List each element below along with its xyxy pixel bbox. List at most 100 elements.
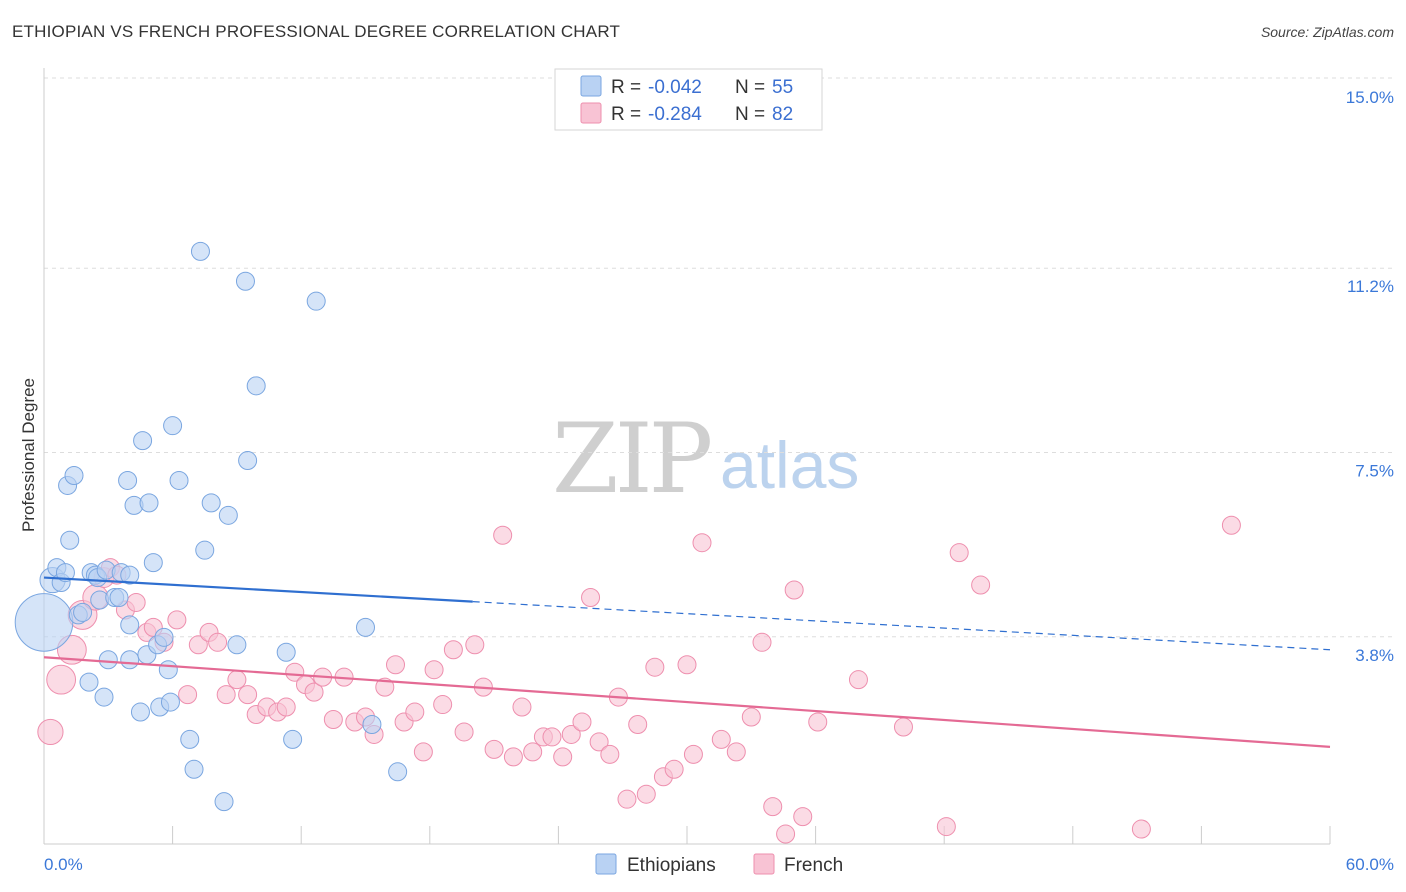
- ethiopians-point[interactable]: [109, 587, 129, 607]
- ethiopians-point[interactable]: [356, 617, 375, 637]
- ethiopians-point[interactable]: [283, 729, 303, 749]
- ethiopians-point[interactable]: [227, 635, 247, 655]
- french-point[interactable]: [323, 710, 343, 729]
- ethiopians-point[interactable]: [158, 660, 178, 680]
- french-point[interactable]: [683, 744, 703, 764]
- ethiopians-point[interactable]: [306, 291, 326, 311]
- bottom-legend-swatch-french[interactable]: [753, 853, 775, 875]
- ethiopians-point[interactable]: [120, 650, 140, 670]
- french-point[interactable]: [763, 797, 783, 817]
- french-point[interactable]: [553, 747, 573, 767]
- french-point[interactable]: [46, 664, 77, 695]
- ethiopians-point[interactable]: [195, 540, 215, 560]
- french-point[interactable]: [600, 744, 620, 764]
- french-point[interactable]: [238, 685, 258, 705]
- french-point[interactable]: [227, 670, 247, 690]
- ethiopians-point[interactable]: [276, 642, 296, 662]
- ethiopians-point[interactable]: [79, 672, 99, 692]
- french-point[interactable]: [893, 717, 913, 737]
- french-point[interactable]: [561, 724, 581, 744]
- bottom-legend-label-french[interactable]: French: [784, 855, 843, 876]
- ethiopians-point[interactable]: [143, 553, 163, 573]
- ethiopians-point[interactable]: [160, 692, 180, 712]
- french-point[interactable]: [413, 742, 433, 762]
- french-point[interactable]: [216, 685, 236, 705]
- french-point[interactable]: [572, 712, 592, 732]
- french-point[interactable]: [776, 824, 796, 844]
- french-point[interactable]: [304, 682, 324, 702]
- french-point[interactable]: [711, 729, 731, 749]
- french-point[interactable]: [581, 587, 601, 607]
- ethiopians-point[interactable]: [218, 505, 238, 525]
- french-point[interactable]: [454, 722, 474, 742]
- ethiopians-point[interactable]: [190, 241, 210, 261]
- ethiopians-point[interactable]: [201, 493, 221, 513]
- ethiopians-point[interactable]: [130, 702, 150, 722]
- bottom-legend-swatch-ethiopians[interactable]: [595, 853, 617, 875]
- french-point[interactable]: [664, 759, 684, 779]
- french-point[interactable]: [208, 632, 228, 652]
- ethiopians-point[interactable]: [362, 714, 382, 734]
- french-point[interactable]: [848, 670, 868, 690]
- french-point[interactable]: [542, 727, 562, 747]
- ethiopians-point[interactable]: [98, 650, 118, 670]
- french-point[interactable]: [285, 662, 305, 682]
- french-point[interactable]: [405, 702, 425, 722]
- french-point[interactable]: [793, 807, 813, 827]
- french-point[interactable]: [276, 697, 296, 717]
- ethiopians-point[interactable]: [163, 416, 183, 436]
- french-point[interactable]: [636, 784, 656, 804]
- french-point[interactable]: [523, 742, 543, 762]
- ethiopians-point[interactable]: [214, 792, 234, 812]
- ethiopians-point[interactable]: [64, 465, 84, 485]
- ethiopians-point[interactable]: [139, 493, 159, 513]
- french-point[interactable]: [188, 635, 208, 655]
- ethiopians-point[interactable]: [154, 627, 174, 647]
- ethiopians-point[interactable]: [60, 530, 80, 550]
- ethiopians-point[interactable]: [169, 470, 189, 490]
- french-point[interactable]: [949, 543, 969, 563]
- ethiopians-point[interactable]: [235, 271, 255, 291]
- ethiopians-point[interactable]: [246, 376, 266, 396]
- french-point[interactable]: [645, 657, 665, 677]
- ethiopians-point[interactable]: [14, 593, 74, 652]
- french-point[interactable]: [617, 789, 637, 809]
- ethiopians-point[interactable]: [180, 729, 200, 749]
- french-point[interactable]: [433, 695, 453, 715]
- ethiopians-point[interactable]: [133, 431, 153, 451]
- french-point[interactable]: [503, 747, 523, 767]
- ethiopians-point[interactable]: [94, 687, 114, 707]
- ethiopians-point[interactable]: [184, 759, 204, 779]
- french-point[interactable]: [1131, 819, 1151, 839]
- french-point[interactable]: [741, 707, 761, 727]
- french-point[interactable]: [167, 610, 187, 630]
- ethiopians-point[interactable]: [55, 563, 75, 583]
- french-point[interactable]: [484, 739, 504, 759]
- french-point[interactable]: [628, 714, 648, 734]
- french-point[interactable]: [936, 817, 956, 837]
- french-point[interactable]: [589, 732, 609, 752]
- french-point[interactable]: [512, 697, 532, 717]
- ethiopians-point[interactable]: [73, 602, 93, 622]
- french-point[interactable]: [465, 635, 485, 655]
- french-point[interactable]: [37, 718, 64, 746]
- french-point[interactable]: [443, 640, 463, 660]
- french-point[interactable]: [178, 685, 198, 705]
- french-point[interactable]: [971, 575, 991, 595]
- french-point[interactable]: [493, 525, 513, 545]
- ethiopians-point[interactable]: [118, 470, 138, 490]
- bottom-legend-label-ethiopians[interactable]: Ethiopians: [627, 855, 716, 876]
- french-point[interactable]: [677, 655, 697, 675]
- french-point[interactable]: [386, 655, 406, 675]
- french-point[interactable]: [126, 592, 146, 612]
- ethiopians-point[interactable]: [120, 615, 140, 635]
- ethiopians-point[interactable]: [120, 565, 140, 585]
- french-point[interactable]: [808, 712, 828, 732]
- ethiopians-point[interactable]: [388, 762, 408, 782]
- french-point[interactable]: [784, 580, 804, 600]
- french-point[interactable]: [375, 677, 395, 697]
- french-point[interactable]: [692, 533, 712, 553]
- french-point[interactable]: [1221, 515, 1241, 535]
- french-point[interactable]: [424, 660, 444, 680]
- french-point[interactable]: [752, 632, 772, 652]
